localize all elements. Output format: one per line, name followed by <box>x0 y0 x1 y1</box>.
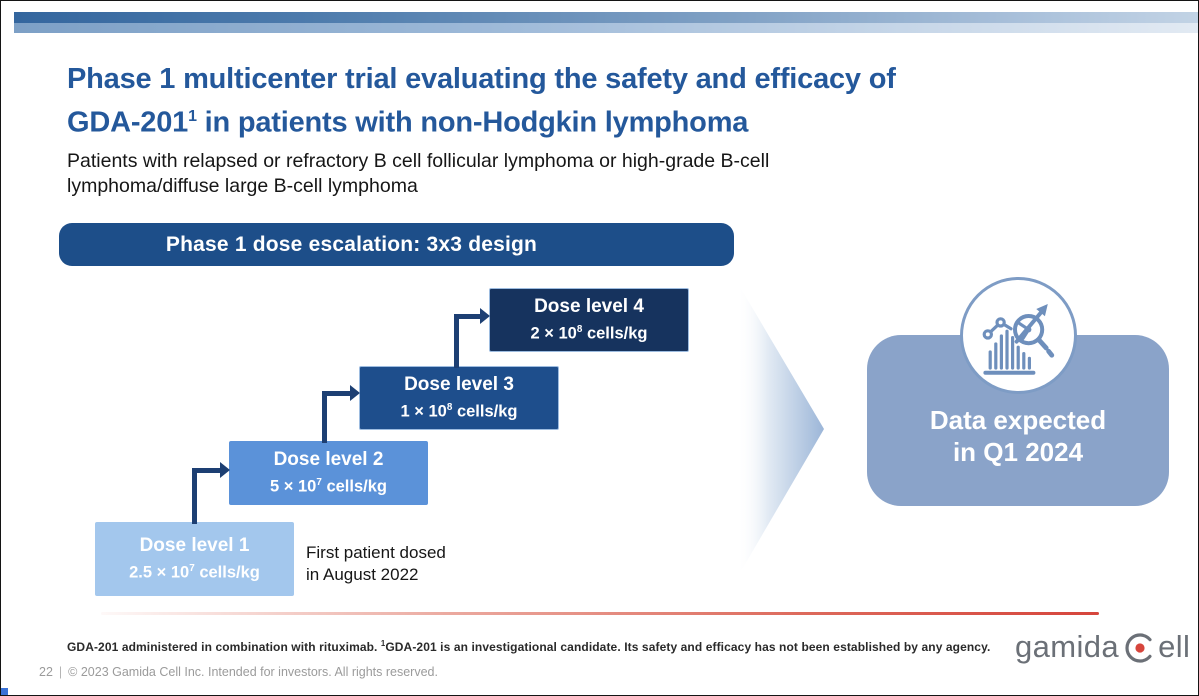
arrow-head-icon <box>350 385 360 401</box>
title-line2-post: in patients with non-Hodgkin lymphoma <box>196 106 749 139</box>
logo-c-icon <box>1125 633 1152 663</box>
arrow-head-icon <box>480 308 490 324</box>
dose-unit: cells/kg <box>452 402 518 421</box>
dose-level-3-value: 1 × 108 cells/kg <box>401 397 518 423</box>
page-number: 22 <box>39 665 53 679</box>
outcome-line2: in Q1 2024 <box>952 437 1084 467</box>
dose-level-1-value: 2.5 × 107 cells/kg <box>129 558 260 584</box>
outcome-icon-circle <box>960 277 1077 394</box>
annotation-line2: in August 2022 <box>306 565 419 584</box>
dose-level-4-label: Dose level 4 <box>534 296 644 318</box>
arrow-segment <box>192 468 197 524</box>
footer-divider <box>101 612 1099 615</box>
data-analysis-icon <box>982 303 1054 375</box>
dose-level-4-box: Dose level 4 2 × 108 cells/kg <box>489 288 689 352</box>
separator: | <box>58 665 63 679</box>
outcome-label: Data expected in Q1 2024 <box>930 404 1106 468</box>
arrow-segment <box>322 391 327 443</box>
outcome-line1: Data expected <box>929 405 1107 435</box>
arrow-segment <box>454 314 459 368</box>
dose-exponent: 7 <box>189 563 195 575</box>
dose-unit: cells/kg <box>321 477 387 496</box>
banner-label: Phase 1 dose escalation: 3x3 design <box>165 232 538 256</box>
arrow-head-icon <box>220 462 230 478</box>
dose-level-3-box: Dose level 3 1 × 108 cells/kg <box>359 366 559 430</box>
logo-text-gamida: gamida <box>1015 629 1120 664</box>
title-line1: Phase 1 multicenter trial evaluating the… <box>67 63 896 95</box>
arrow-segment <box>454 314 482 319</box>
dose-level-1-box: Dose level 1 2.5 × 107 cells/kg <box>95 522 294 596</box>
dose-base: 1 × 10 <box>400 402 447 421</box>
dose-level-2-label: Dose level 2 <box>273 449 384 471</box>
dose-level-2-box: Dose level 2 5 × 107 cells/kg <box>229 441 428 505</box>
dose-level-2-value: 5 × 107 cells/kg <box>270 472 387 498</box>
title-footnote-marker: 1 <box>188 108 197 125</box>
dose-escalation-banner: Phase 1 dose escalation: 3x3 design <box>59 223 734 266</box>
dose-unit: cells/kg <box>582 324 648 343</box>
footnote-part2: GDA-201 is an investigational candidate.… <box>385 640 991 654</box>
dose-base: 2 × 10 <box>530 324 577 343</box>
transition-arrow-icon <box>737 282 824 578</box>
logo-text-ell: ell <box>1158 629 1191 664</box>
top-accent-bar-light <box>14 23 1198 33</box>
title-line2-pre: GDA-201 <box>67 106 189 139</box>
footnote: GDA-201 administered in combination with… <box>67 639 990 654</box>
dose-level-3-label: Dose level 3 <box>404 374 514 396</box>
dose-unit: cells/kg <box>194 563 260 582</box>
gamida-cell-logo: gamida ell <box>1015 625 1190 669</box>
page-subtitle: Patients with relapsed or refractory B c… <box>67 149 967 199</box>
dose-level-1-label: Dose level 1 <box>139 535 250 557</box>
footnote-part1: GDA-201 administered in combination with… <box>67 640 381 654</box>
dose-level-4-value: 2 × 108 cells/kg <box>531 319 648 345</box>
copyright-line: 22 | © 2023 Gamida Cell Inc. Intended for … <box>39 665 438 679</box>
dose-base: 2.5 × 10 <box>129 563 190 582</box>
top-accent-bar <box>14 12 1198 33</box>
page-title: Phase 1 multicenter trial evaluating the… <box>67 61 1167 142</box>
dose-exponent: 8 <box>576 324 583 336</box>
subtitle-line1: Patients with relapsed or refractory B c… <box>67 150 770 172</box>
footnote-marker: 1 <box>380 639 386 648</box>
annotation-line1: First patient dosed <box>306 543 446 562</box>
subtitle-line2: lymphoma/diffuse large B-cell lymphoma <box>67 175 418 197</box>
arrow-segment <box>322 391 352 396</box>
top-accent-bar-dark <box>14 12 1198 23</box>
dose-base: 5 × 10 <box>270 477 317 496</box>
first-patient-annotation: First patient dosed in August 2022 <box>306 542 446 586</box>
dose-exponent: 8 <box>446 402 453 414</box>
slide-corner-artifact <box>1 688 8 695</box>
dose-exponent: 7 <box>316 477 322 489</box>
arrow-segment <box>192 468 222 473</box>
copyright-text: © 2023 Gamida Cell Inc. Intended for inv… <box>68 665 438 679</box>
